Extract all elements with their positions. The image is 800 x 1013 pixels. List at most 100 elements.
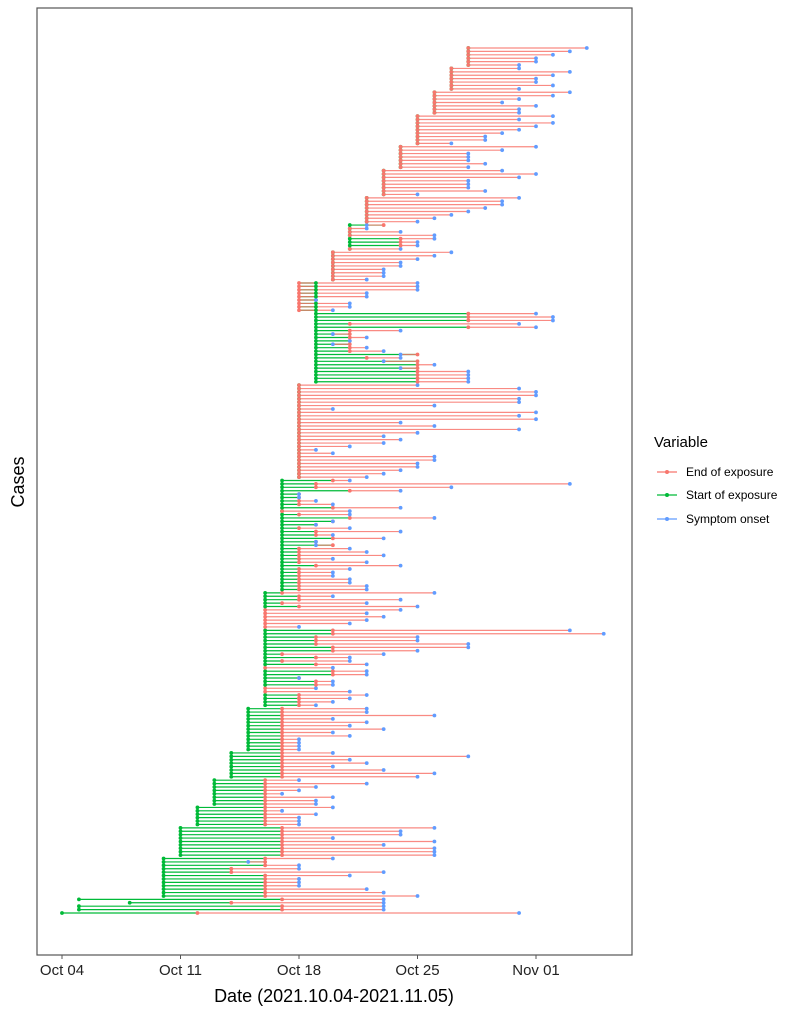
end-of-exposure-point (415, 121, 420, 125)
start-of-exposure-point (280, 573, 284, 578)
symptom-onset-point (517, 127, 521, 132)
symptom-onset-point (347, 577, 352, 582)
end-of-exposure-point (398, 158, 403, 163)
symptom-onset-point (314, 499, 318, 503)
end-of-exposure-point (297, 560, 301, 565)
end-of-exposure-point (263, 880, 268, 885)
end-of-exposure-point (381, 168, 386, 173)
end-of-exposure-point (347, 342, 352, 347)
symptom-onset-point (364, 611, 369, 616)
end-of-exposure-point (297, 420, 301, 425)
start-of-exposure-point (314, 325, 318, 330)
start-of-exposure-point (314, 342, 318, 347)
symptom-onset-point (297, 863, 301, 868)
end-of-exposure-point (263, 819, 268, 823)
end-of-exposure-point (347, 226, 352, 231)
symptom-onset-point (534, 144, 538, 149)
start-of-exposure-point (280, 584, 284, 588)
symptom-onset-point (330, 570, 335, 575)
symptom-onset-point (567, 90, 572, 95)
start-of-exposure-point (246, 710, 251, 714)
end-of-exposure-point (330, 669, 335, 674)
symptom-onset-point (449, 485, 454, 490)
end-of-exposure-point (314, 482, 318, 486)
end-of-exposure-point (297, 301, 301, 306)
end-of-exposure-point (330, 536, 335, 541)
symptom-onset-point (432, 424, 437, 428)
end-of-exposure-point (297, 471, 301, 476)
symptom-onset-point (364, 584, 369, 588)
start-of-exposure-point (280, 587, 284, 592)
end-of-exposure-point (263, 785, 268, 789)
start-of-exposure-point (314, 318, 318, 323)
start-of-exposure-point (195, 808, 200, 813)
symptom-onset-point (314, 447, 318, 452)
end-of-exposure-point (263, 798, 268, 803)
start-of-exposure-point (263, 648, 268, 653)
end-of-exposure-point (229, 870, 234, 875)
symptom-onset-point (415, 257, 420, 262)
symptom-onset-point (517, 911, 521, 915)
start-of-exposure-point (263, 652, 268, 657)
end-of-exposure-point (263, 856, 268, 861)
symptom-onset-point (347, 689, 352, 694)
start-of-exposure-point (263, 590, 268, 595)
end-of-exposure-point (364, 356, 369, 360)
symptom-onset-point (500, 131, 505, 136)
end-of-exposure-point (280, 754, 284, 759)
symptom-onset-point (381, 614, 386, 619)
end-of-exposure-point (297, 573, 301, 578)
symptom-onset-point (415, 240, 420, 245)
symptom-onset-point (246, 860, 251, 864)
end-of-exposure-point (263, 894, 268, 898)
end-of-exposure-point (347, 229, 352, 234)
start-of-exposure-point (280, 550, 284, 554)
end-of-exposure-point (314, 563, 318, 568)
end-of-exposure-point (263, 873, 268, 878)
end-of-exposure-point (381, 185, 386, 190)
legend-label-end-of-exposure: End of exposure (686, 465, 774, 479)
start-of-exposure-point (161, 883, 166, 888)
symptom-onset-point (483, 138, 488, 142)
x-tick-label: Oct 18 (277, 962, 321, 979)
end-of-exposure-point (263, 621, 268, 626)
end-of-exposure-point (330, 267, 335, 272)
end-of-exposure-point (432, 103, 437, 108)
start-of-exposure-point (229, 754, 234, 759)
start-of-exposure-point (195, 819, 200, 823)
symptom-onset-point (500, 202, 505, 207)
symptom-onset-point (381, 553, 386, 558)
symptom-onset-point (517, 110, 521, 115)
start-of-exposure-point (314, 366, 318, 371)
x-axis: Oct 04 Oct 11 Oct 18 Oct 25 Nov 01 (40, 955, 560, 979)
symptom-onset-point (347, 655, 352, 660)
end-of-exposure-point (263, 887, 268, 892)
symptom-onset-point (330, 665, 335, 670)
end-of-exposure-point (415, 373, 420, 377)
start-of-exposure-point (161, 880, 166, 885)
end-of-exposure-point (280, 737, 284, 742)
symptom-onset-point (517, 427, 521, 432)
symptom-onset-point (297, 877, 301, 881)
end-of-exposure-point (280, 764, 284, 769)
symptom-onset-point (415, 287, 420, 292)
start-of-exposure-point (314, 281, 318, 285)
end-of-exposure-point (280, 716, 284, 721)
end-of-exposure-point (466, 311, 471, 316)
end-of-exposure-point (449, 86, 454, 91)
symptom-onset-point (466, 209, 471, 214)
symptom-onset-point (398, 352, 403, 357)
symptom-onset-point (567, 628, 572, 633)
end-of-exposure-point (415, 366, 420, 371)
end-of-exposure-point (415, 127, 420, 132)
symptom-onset-point (297, 495, 301, 500)
end-of-exposure-point (263, 822, 268, 827)
symptom-onset-point (551, 121, 555, 125)
end-of-exposure-point (297, 699, 301, 704)
symptom-onset-point (381, 349, 386, 353)
end-of-exposure-point (347, 335, 352, 340)
end-of-exposure-point (398, 155, 403, 159)
end-of-exposure-point (280, 710, 284, 714)
start-of-exposure-point (161, 890, 166, 895)
start-of-exposure-point (178, 849, 183, 854)
